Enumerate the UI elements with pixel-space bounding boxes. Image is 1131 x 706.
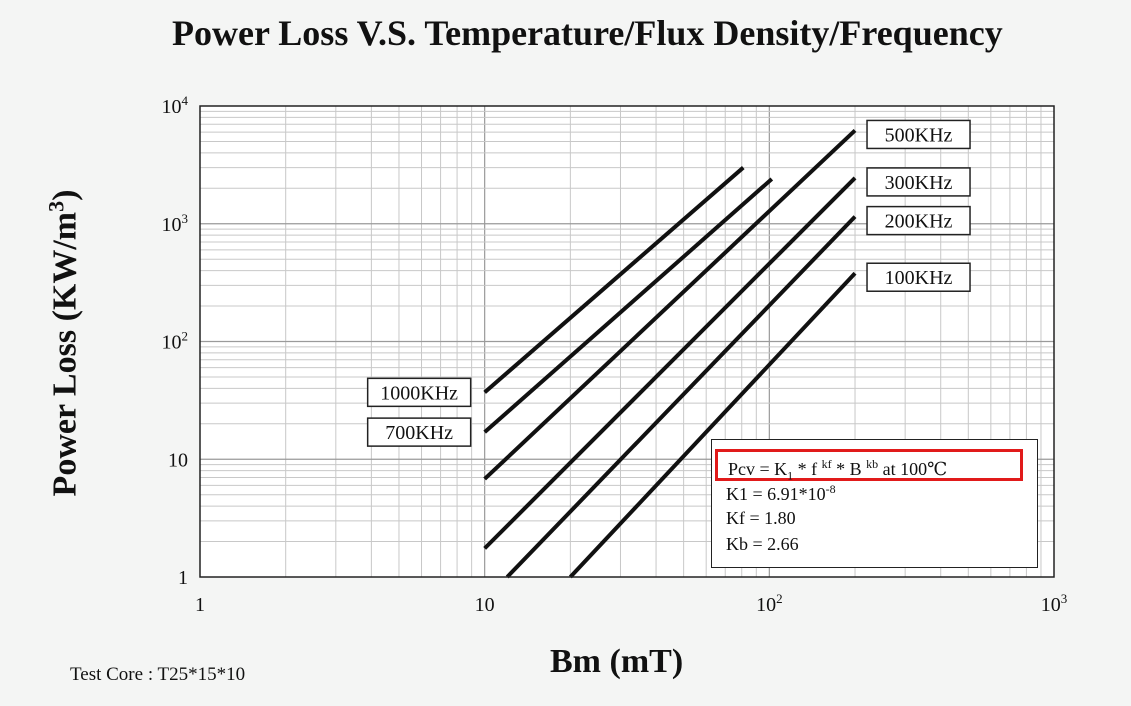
series-label-200khz: 200KHz: [866, 205, 971, 236]
formula-times-f: * f: [793, 459, 822, 479]
series-line-200khz: [505, 215, 857, 579]
formula-k-sub: 1: [787, 468, 794, 483]
tick-labels: 1 10 102 103 1 10 102 103 104: [162, 93, 1068, 616]
series-label-box: [866, 205, 971, 236]
kf-line: Kf = 1.80: [726, 508, 796, 528]
series-label-text: 1000KHz: [380, 382, 458, 404]
y-tick-label: 102: [162, 329, 189, 354]
formula-kf-sup: kf: [821, 457, 832, 471]
formula-times-b: * B: [831, 459, 867, 479]
k1-line: K1 = 6.91*10-8: [726, 482, 836, 505]
formula-highlight: Pcv = K1 * f kf * B kb at 100℃: [715, 449, 1023, 483]
x-tick-label: 10: [475, 594, 495, 616]
x-tick-label: 1: [195, 594, 205, 616]
series-line-1000khz: [483, 166, 745, 394]
kb-line: Kb = 2.66: [726, 534, 799, 554]
k1-value: K1 = 6.91*10: [726, 484, 826, 504]
y-tick-label: 104: [162, 93, 189, 118]
y-tick-label: 1: [178, 567, 188, 589]
series-label-box: [866, 119, 971, 150]
series-line-300khz: [483, 176, 857, 550]
x-tick-label: 103: [1041, 591, 1068, 616]
plot-frame: [199, 105, 1055, 578]
y-tick-label: 103: [162, 211, 189, 236]
x-tick-label: 102: [756, 591, 783, 616]
series-label-text: 100KHz: [885, 267, 953, 289]
series-label-text: 200KHz: [885, 211, 953, 233]
series-label-box: [866, 167, 971, 197]
series-label-box: [866, 262, 971, 292]
y-axis-label: Power Loss (KW/m3): [43, 189, 84, 497]
series-line-700khz: [483, 177, 774, 434]
y-tick-label: 10: [168, 449, 188, 471]
x-axis-label: Bm (mT): [550, 643, 684, 680]
series-line-100khz: [568, 271, 857, 579]
series-line-500khz: [483, 128, 857, 481]
series-label-100khz: 100KHz: [866, 262, 971, 292]
series-label-box: [366, 417, 472, 447]
formula-pcv: Pcv = K: [728, 459, 788, 479]
series-label-text: 300KHz: [885, 172, 953, 194]
formula-kb-sup: kb: [866, 457, 879, 471]
series-label-text: 500KHz: [885, 124, 953, 146]
formula-legend: Pcv = K1 * f kf * B kb at 100℃ K1 = 6.91…: [711, 439, 1038, 568]
test-core-note: Test Core : T25*15*10: [70, 664, 246, 685]
series-label-box: [366, 377, 472, 408]
series-label-text: 700KHz: [385, 422, 453, 444]
series-label-700khz: 700KHz: [366, 417, 472, 447]
k1-exponent: -8: [825, 482, 836, 496]
chart-title: Power Loss V.S. Temperature/Flux Density…: [172, 13, 1003, 53]
series-labels: 1000KHz 700KHz 500KHz 300KHz 200KHz 100KHz: [366, 119, 971, 447]
series-label-1000khz: 1000KHz: [366, 377, 472, 408]
series-label-500khz: 500KHz: [866, 119, 971, 150]
formula-condition: at 100℃: [878, 459, 948, 479]
series-label-300khz: 300KHz: [866, 167, 971, 197]
series-lines: [483, 128, 857, 579]
